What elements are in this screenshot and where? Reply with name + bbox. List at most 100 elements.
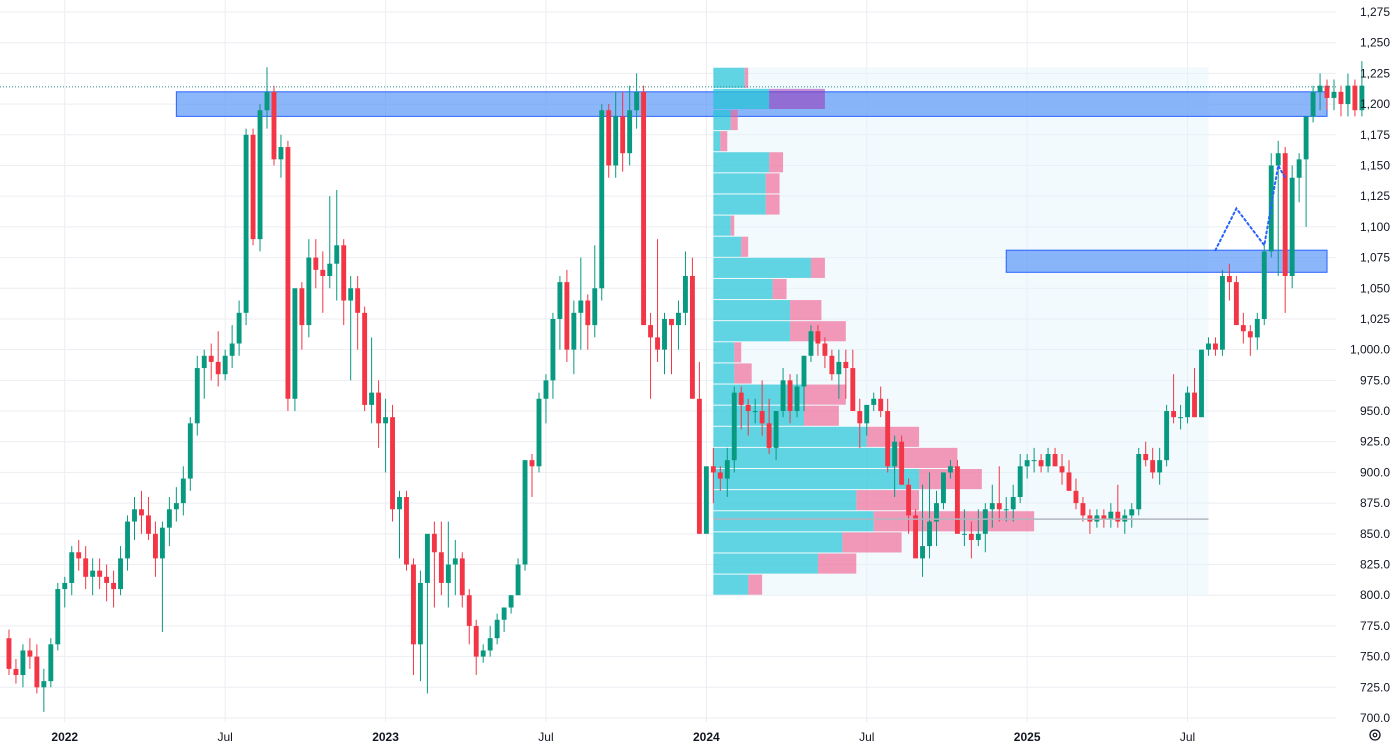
candle-body-57 xyxy=(404,496,409,565)
candle-body-163 xyxy=(1143,454,1149,461)
candle-body-28 xyxy=(201,355,207,369)
volume-profile-down-24 xyxy=(748,574,763,595)
volume-profile-up-20 xyxy=(713,490,857,511)
candle-body-90 xyxy=(634,91,640,111)
volume-profile-up-11 xyxy=(713,300,791,321)
candle-body-93 xyxy=(655,337,660,350)
y-tick-label-19: 800.0 xyxy=(1360,588,1390,602)
volume-profile-down-7 xyxy=(730,215,735,236)
x-tick-label-7: Jul xyxy=(1180,730,1195,744)
projection-path xyxy=(1214,162,1287,252)
candle-body-24 xyxy=(173,503,179,510)
candle-body-63 xyxy=(445,564,451,583)
candle-body-186 xyxy=(1303,116,1309,160)
y-tick-label-13: 950.0 xyxy=(1360,404,1390,418)
candle-body-46 xyxy=(327,263,333,276)
candle-body-82 xyxy=(578,300,584,313)
candle-body-146 xyxy=(1024,460,1030,467)
gear-icon[interactable] xyxy=(1369,729,1381,741)
volume-profile-up-6 xyxy=(713,194,766,215)
volume-profile-down-10 xyxy=(772,278,787,300)
volume-profile-down-22 xyxy=(842,532,902,553)
candle-body-85 xyxy=(599,110,605,289)
candle-body-175 xyxy=(1226,275,1232,283)
candle-body-55 xyxy=(390,417,395,510)
candle-body-27 xyxy=(194,368,200,424)
volume-profile-down-2 xyxy=(730,109,738,131)
y-tick-label-17: 850.0 xyxy=(1360,527,1390,541)
candle-body-158 xyxy=(1108,511,1114,520)
y-tick-label-0: 1,275 xyxy=(1360,5,1390,19)
candle-body-180 xyxy=(1261,251,1267,319)
candle-body-39 xyxy=(278,147,284,160)
volume-profile-down-20 xyxy=(856,490,920,511)
y-tick-label-16: 875.0 xyxy=(1360,496,1390,510)
candle-body-48 xyxy=(341,245,347,301)
candle-body-172 xyxy=(1206,343,1211,350)
y-tick-label-22: 725.0 xyxy=(1360,680,1390,694)
candle-body-109 xyxy=(766,423,772,448)
candle-body-121 xyxy=(850,368,856,412)
candle-body-77 xyxy=(543,380,549,399)
candle-body-148 xyxy=(1038,460,1044,467)
candle-body-184 xyxy=(1289,177,1295,276)
candle-body-189 xyxy=(1324,85,1330,98)
time-axis[interactable]: 2022 Jul 2023 Jul 2024 Jul 2025 Jul xyxy=(51,730,1195,744)
y-tick-label-20: 775.0 xyxy=(1360,619,1390,633)
candle-body-64 xyxy=(452,558,458,565)
candle-body-133 xyxy=(934,503,939,522)
candle-body-10 xyxy=(76,552,82,559)
candle-body-13 xyxy=(97,570,103,577)
y-tick-label-14: 925.0 xyxy=(1360,435,1390,449)
candle-body-113 xyxy=(794,386,800,412)
candle-body-42 xyxy=(299,288,305,326)
x-tick-label-0: 2022 xyxy=(51,730,78,744)
candle-body-124 xyxy=(871,398,877,405)
candle-body-188 xyxy=(1317,85,1323,92)
candle-body-32 xyxy=(229,343,235,356)
candle-body-34 xyxy=(243,134,249,313)
candle-body-130 xyxy=(913,515,919,559)
candle-body-74 xyxy=(522,460,528,565)
candle-body-44 xyxy=(313,257,319,270)
candle-body-111 xyxy=(780,380,786,412)
grid-lines xyxy=(0,0,1336,722)
candle-body-54 xyxy=(383,417,389,424)
candle-body-149 xyxy=(1045,454,1051,467)
candle-body-75 xyxy=(529,460,535,467)
y-tick-label-10: 1,025 xyxy=(1360,312,1390,326)
volume-profile-up-4 xyxy=(713,152,770,173)
candle-body-33 xyxy=(236,312,242,344)
candle-body-190 xyxy=(1331,91,1337,98)
candle-body-108 xyxy=(759,411,765,424)
volume-profile-down-11 xyxy=(790,300,822,321)
candle-body-0 xyxy=(6,638,12,669)
candle-body-98 xyxy=(689,275,695,399)
candle-body-19 xyxy=(139,509,144,516)
candle-body-117 xyxy=(822,343,828,356)
candle-body-7 xyxy=(55,589,61,645)
candle-body-126 xyxy=(885,411,891,467)
candle-body-104 xyxy=(731,392,737,461)
volume-profile-down-21 xyxy=(873,511,1035,532)
y-tick-label-21: 750.0 xyxy=(1360,650,1390,664)
line-annotations xyxy=(0,86,1336,520)
candle-body-58 xyxy=(411,564,416,645)
candle-body-56 xyxy=(397,496,402,510)
candle-body-159 xyxy=(1115,511,1121,522)
y-tick-label-15: 900.0 xyxy=(1360,465,1390,479)
volume-profile-down-4 xyxy=(769,152,784,173)
candle-body-6 xyxy=(48,644,54,682)
candle-body-116 xyxy=(815,331,821,344)
candle-body-37 xyxy=(264,91,270,111)
y-tick-label-4: 1,175 xyxy=(1360,128,1390,142)
candle-body-145 xyxy=(1017,466,1023,497)
candle-body-141 xyxy=(989,503,995,510)
candle-body-40 xyxy=(285,147,291,399)
y-tick-label-5: 1,150 xyxy=(1360,158,1390,172)
price-axis[interactable]: 1,275 1,250 1,225 1,200 1,175 1,150 1,125 1,100… xyxy=(1350,5,1390,725)
candle-body-193 xyxy=(1352,85,1358,111)
volume-profile-up-9 xyxy=(713,257,811,278)
candle-body-87 xyxy=(613,116,619,166)
